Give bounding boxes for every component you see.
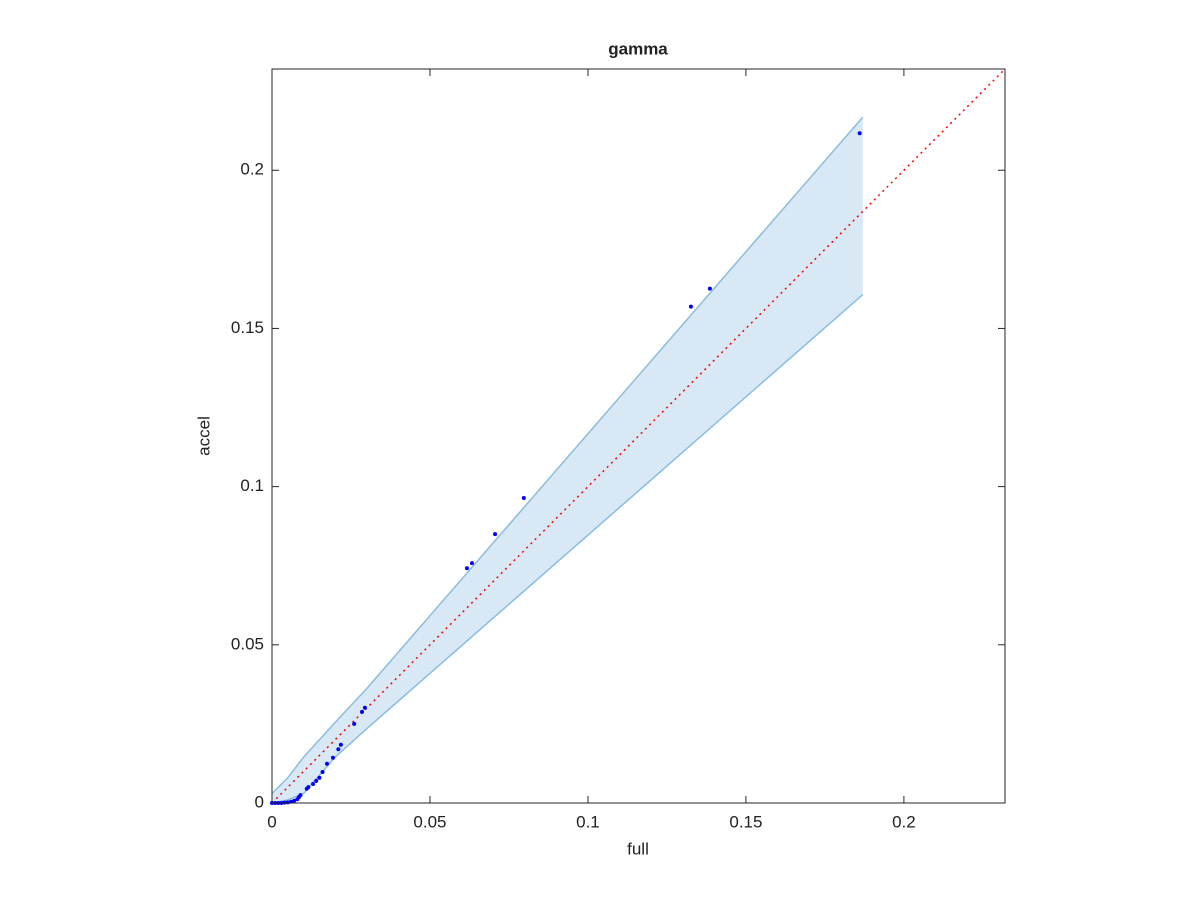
data-point — [324, 761, 329, 766]
data-point — [295, 797, 300, 802]
y-tick-label: 0.1 — [240, 476, 264, 495]
y-tick-label: 0.2 — [240, 160, 264, 179]
x-tick-label: 0.15 — [729, 812, 762, 831]
band-lower-edge — [271, 294, 864, 804]
data-point — [360, 709, 365, 714]
x-tick-label: 0 — [267, 812, 276, 831]
data-point — [362, 705, 367, 710]
chart-title: gamma — [608, 39, 668, 58]
data-point — [521, 496, 526, 501]
data-point — [317, 775, 322, 780]
data-point — [338, 742, 343, 747]
data-point — [688, 304, 693, 309]
data-point — [304, 786, 309, 791]
data-point — [857, 131, 862, 136]
data-point — [292, 798, 297, 803]
data-point — [493, 532, 498, 537]
reference-line — [271, 68, 1006, 804]
y-tick-label: 0.05 — [231, 634, 264, 653]
data-point — [336, 747, 341, 752]
confidence-band — [272, 117, 863, 803]
data-point — [311, 782, 316, 787]
data-point — [330, 755, 335, 760]
data-point — [314, 778, 319, 783]
x-tick-label: 0.1 — [576, 812, 600, 831]
axes-frame — [271, 68, 1006, 804]
data-point — [320, 769, 325, 774]
data-point — [707, 286, 712, 291]
y-tick-label: 0.15 — [231, 318, 264, 337]
data-point — [352, 721, 357, 726]
data-point — [469, 561, 474, 566]
x-axis-label: full — [627, 839, 649, 858]
band-upper-edge — [271, 116, 864, 795]
data-point — [464, 566, 469, 571]
x-tick-label: 0.05 — [413, 812, 446, 831]
y-tick-label: 0 — [255, 792, 264, 811]
x-tick-label: 0.2 — [892, 812, 916, 831]
y-axis-label: accel — [194, 416, 213, 456]
